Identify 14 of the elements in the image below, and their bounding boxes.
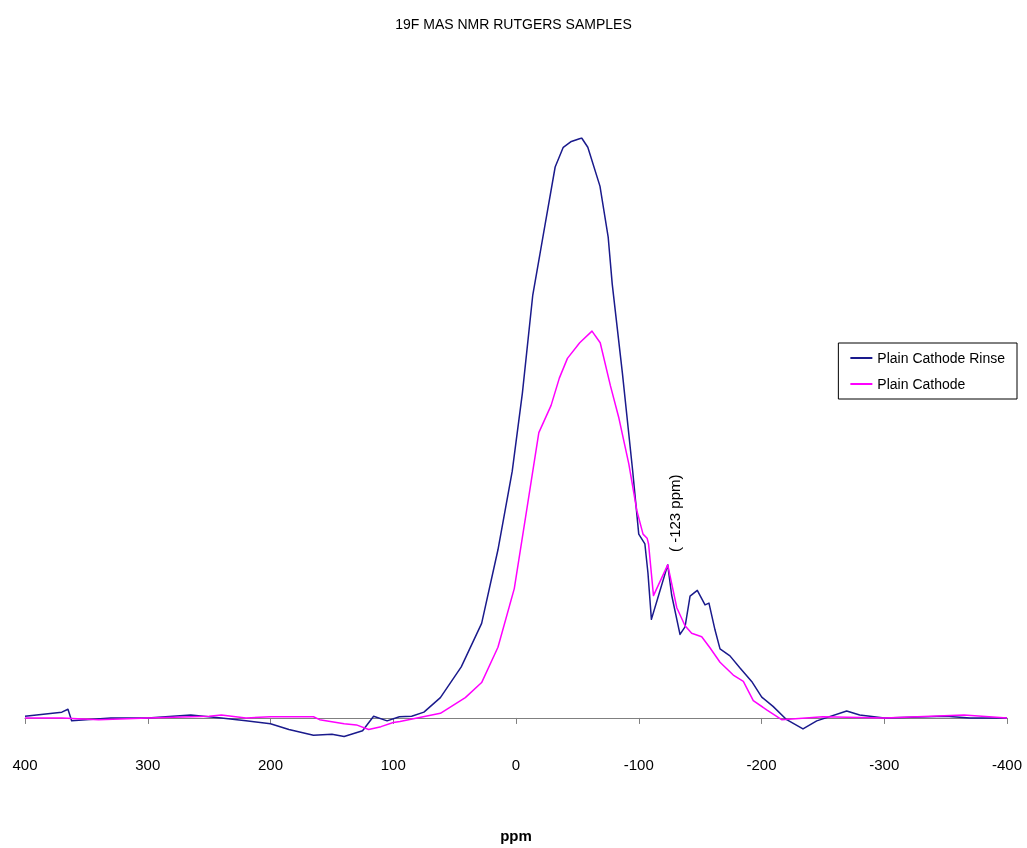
legend-label: Plain Cathode Rinse — [877, 350, 1006, 366]
x-tick-label: -300 — [869, 756, 900, 773]
x-tick-label: 200 — [257, 756, 284, 773]
x-tick-label: 0 — [511, 756, 521, 773]
x-tick-label: 400 — [12, 756, 38, 773]
annotation: ( -123 ppm) — [665, 474, 683, 552]
x-tick-label: 100 — [380, 756, 406, 773]
chart-title: 19F MAS NMR RUTGERS SAMPLES — [395, 16, 632, 32]
x-tick-label: -400 — [991, 756, 1023, 773]
x-tick-label: 300 — [135, 756, 161, 773]
legend-label: Plain Cathode — [877, 376, 966, 392]
x-tick-label: -100 — [623, 756, 654, 773]
x-axis-title: ppm — [500, 827, 532, 844]
x-tick-label: -200 — [746, 756, 777, 773]
